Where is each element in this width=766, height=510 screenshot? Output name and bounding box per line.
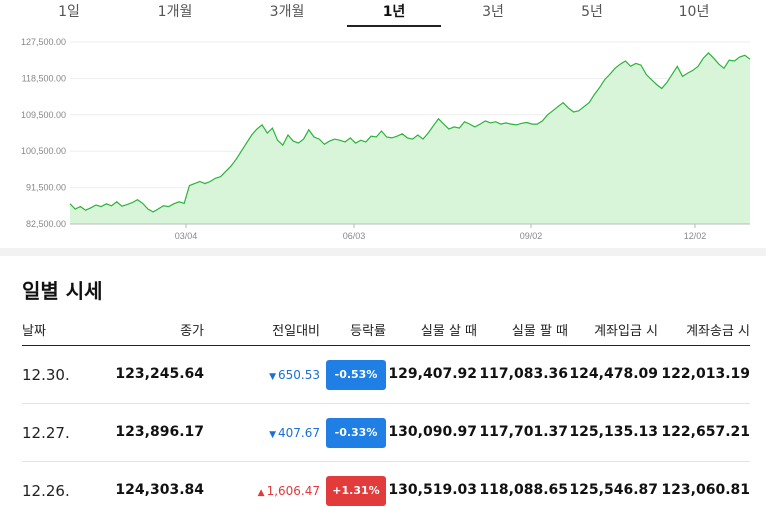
header-deposit: 계좌입금 시 [594,324,658,339]
row-remit: 123,060.81 [661,482,750,498]
period-tabs: 1일 1개월 3개월 1년 3년 5년 10년 [0,0,766,30]
row-date: 12.30. [22,366,70,384]
row-date: 12.26. [22,482,70,500]
y-tick-label: 118,500.00 [22,73,66,83]
table-row: 12.26. 124,303.84 ▲ 1,606.47 +1.31% 130,519.0… [22,462,750,510]
tab-1m[interactable]: 1개월 [157,4,193,20]
header-remit: 계좌송금 시 [686,324,750,339]
header-date: 날짜 [22,324,46,339]
row-buy: 130,090.97 [388,424,477,440]
price-chart-svg[interactable]: 127,500.00 118,500.00 109,500.00 100,500.00… [0,30,766,248]
tab-1y[interactable]: 1년 [382,4,406,20]
tab-5y[interactable]: 5년 [581,4,603,20]
row-sell: 117,083.36 [479,366,568,382]
header-rate: 등락률 [350,324,386,339]
row-change: ▼ 407.67 [269,426,320,440]
y-tick-label: 127,500.00 [21,37,66,47]
row-sell: 118,088.65 [479,482,568,498]
rate-badge: +1.31% [326,476,386,506]
row-change-value: 407.67 [278,426,320,440]
row-deposit: 124,478.09 [569,366,658,382]
triangle-down-icon: ▼ [269,430,276,440]
row-change: ▲ 1,606.47 [258,484,320,498]
section-title: 일별 시세 [22,279,103,303]
rate-badge: -0.53% [326,360,386,390]
table-row: 12.30. 123,245.64 ▼ 650.53 -0.53% 129,407.92 1… [22,346,750,404]
y-tick-label: 91,500.00 [26,183,66,193]
y-tick-label: 109,500.00 [21,110,66,120]
table-header: 날짜 종가 전일대비 등락률 실물 살 때 실물 팔 때 계좌입금 시 계좌송금… [22,308,750,346]
header-close: 종가 [180,324,204,339]
table-row: 12.27. 123,896.17 ▼ 407.67 -0.33% 130,090.97 1… [22,404,750,462]
x-tick-label: 06/03 [343,231,366,241]
row-deposit: 125,135.13 [569,424,658,440]
active-tab-indicator [347,25,441,27]
row-buy: 129,407.92 [388,366,477,382]
row-close: 123,896.17 [115,424,204,440]
header-sell: 실물 팔 때 [511,324,568,339]
chart-area-fill [70,52,750,225]
x-tick-label: 12/02 [684,231,707,241]
x-tick-label: 03/04 [175,231,198,241]
row-change: ▼ 650.53 [269,368,320,382]
row-close: 123,245.64 [115,366,204,382]
row-change-value: 650.53 [278,368,320,382]
chart-series-line [69,52,751,213]
triangle-down-icon: ▼ [269,372,276,382]
rate-badge: -0.33% [326,418,386,448]
row-close: 124,303.84 [115,482,204,498]
header-change: 전일대비 [272,324,320,339]
row-change-value: 1,606.47 [266,484,320,498]
y-tick-label: 82,500.00 [26,219,66,229]
price-chart[interactable]: 127,500.00 118,500.00 109,500.00 100,500.00… [0,30,766,248]
tab-1d[interactable]: 1일 [58,4,80,20]
row-deposit: 125,546.87 [569,482,658,498]
triangle-up-icon: ▲ [257,488,265,498]
x-tick-label: 09/02 [520,231,543,241]
header-buy: 실물 살 때 [420,324,477,339]
daily-price-table: 날짜 종가 전일대비 등락률 실물 살 때 실물 팔 때 계좌입금 시 계좌송금… [22,308,750,510]
row-remit: 122,013.19 [661,366,750,382]
tab-3y[interactable]: 3년 [482,4,504,20]
tab-3m[interactable]: 3개월 [269,4,305,20]
row-date: 12.27. [22,424,70,442]
row-buy: 130,519.03 [388,482,477,498]
row-sell: 117,701.37 [479,424,568,440]
tab-10y[interactable]: 10년 [678,4,710,20]
row-remit: 122,657.21 [661,424,750,440]
y-tick-label: 100,500.00 [21,146,66,156]
section-divider [0,248,766,256]
